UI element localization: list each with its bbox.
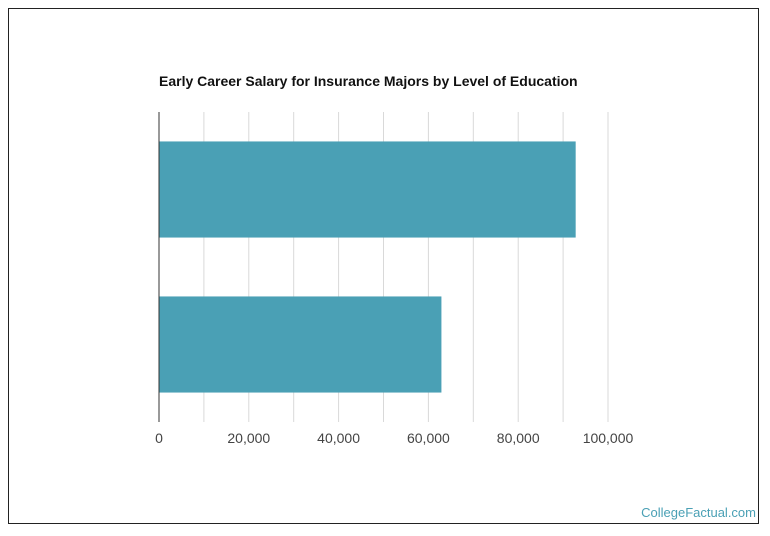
bar[interactable] <box>159 141 576 238</box>
bar[interactable] <box>159 296 442 393</box>
collegefactual-link[interactable]: CollegeFactual.com <box>641 505 756 520</box>
chart-frame <box>8 8 759 524</box>
x-tick-labels: 0 20,000 40,000 60,000 80,000 100,000 <box>155 430 633 446</box>
x-tick-label: 60,000 <box>407 430 450 446</box>
x-tick-label: 100,000 <box>583 430 634 446</box>
bars <box>159 141 576 393</box>
x-tick-label: 40,000 <box>317 430 360 446</box>
x-tick-label: 80,000 <box>497 430 540 446</box>
chart-title: Early Career Salary for Insurance Majors… <box>159 73 578 89</box>
x-tick-label: 0 <box>155 430 163 446</box>
x-tick-label: 20,000 <box>227 430 270 446</box>
